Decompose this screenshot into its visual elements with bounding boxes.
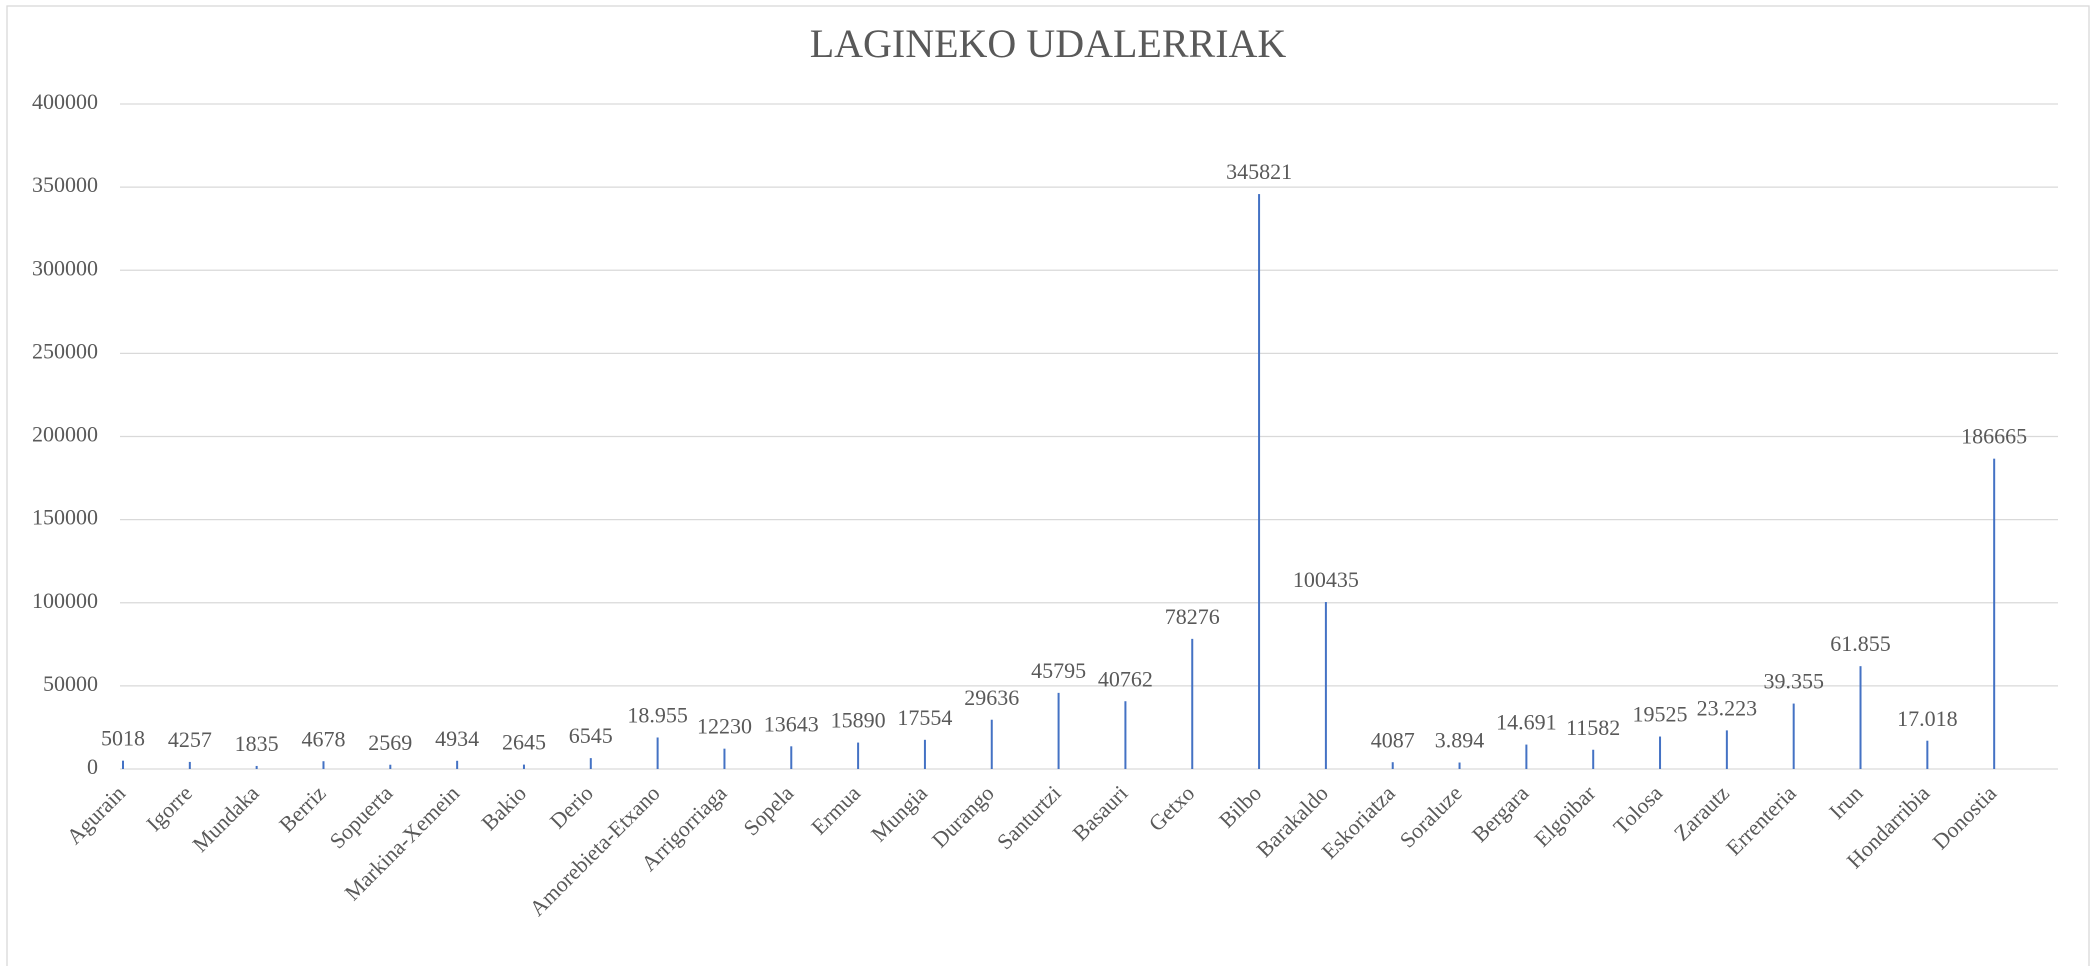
bar — [1458, 762, 1461, 769]
bar — [589, 758, 592, 769]
data-label: 19525 — [1633, 702, 1688, 727]
y-tick-label: 50000 — [43, 671, 98, 696]
data-label: 4087 — [1371, 727, 1415, 752]
y-tick-label: 400000 — [32, 89, 98, 114]
bar — [1859, 666, 1862, 769]
bar — [1057, 692, 1060, 769]
bar — [656, 737, 659, 769]
bar — [1993, 458, 1996, 769]
bar — [1792, 703, 1795, 769]
data-label: 100435 — [1293, 567, 1359, 592]
data-label: 18.955 — [627, 703, 688, 728]
bar — [1525, 744, 1528, 769]
data-label: 11582 — [1566, 715, 1620, 740]
bar — [322, 761, 325, 769]
bar — [456, 760, 459, 769]
chart-title: LAGINEKO UDALERRIAK — [810, 21, 1287, 66]
bar — [1592, 749, 1595, 769]
data-label: 39.355 — [1763, 669, 1824, 694]
y-tick-label: 300000 — [32, 255, 98, 280]
y-tick-label: 150000 — [32, 505, 98, 530]
data-label: 2645 — [502, 730, 546, 755]
data-label: 12230 — [697, 714, 752, 739]
y-tick-label: 350000 — [32, 172, 98, 197]
bar — [1391, 762, 1394, 769]
data-label: 4678 — [301, 726, 345, 751]
bar — [1725, 730, 1728, 769]
chart-border — [6, 5, 2090, 966]
data-label: 61.855 — [1830, 631, 1891, 656]
data-label: 45795 — [1031, 658, 1086, 683]
data-label: 5018 — [101, 726, 145, 751]
data-label: 78276 — [1165, 604, 1220, 629]
data-label: 2569 — [368, 730, 412, 755]
data-label: 40762 — [1098, 666, 1153, 691]
bar — [857, 742, 860, 769]
y-tick-label: 0 — [87, 754, 98, 779]
bar — [255, 765, 258, 769]
bar — [1659, 736, 1662, 769]
bar — [1324, 602, 1327, 769]
data-label: 1835 — [235, 731, 279, 756]
bar — [1124, 701, 1127, 769]
bar — [522, 764, 525, 769]
y-tick-label: 200000 — [32, 422, 98, 447]
data-label: 17.018 — [1897, 706, 1958, 731]
bar — [188, 761, 191, 769]
bar — [1191, 638, 1194, 769]
data-label: 345821 — [1226, 159, 1292, 184]
bar — [389, 764, 392, 769]
data-label: 29636 — [964, 685, 1019, 710]
data-label: 15890 — [831, 708, 886, 733]
data-label: 14.691 — [1496, 710, 1557, 735]
bar — [990, 719, 993, 769]
bar — [723, 748, 726, 769]
data-label: 6545 — [569, 723, 613, 748]
data-label: 17554 — [897, 705, 952, 730]
bar — [1926, 740, 1929, 769]
bar — [790, 746, 793, 769]
data-label: 23.223 — [1697, 695, 1758, 720]
bar — [923, 739, 926, 769]
data-label: 4257 — [168, 727, 212, 752]
bar — [122, 760, 124, 769]
data-label: 3.894 — [1435, 728, 1485, 753]
y-tick-label: 100000 — [32, 588, 98, 613]
data-label: 186665 — [1961, 424, 2027, 449]
data-label: 4934 — [435, 726, 479, 751]
data-label: 13643 — [764, 711, 819, 736]
y-tick-label: 250000 — [32, 338, 98, 363]
bar — [1258, 194, 1261, 770]
